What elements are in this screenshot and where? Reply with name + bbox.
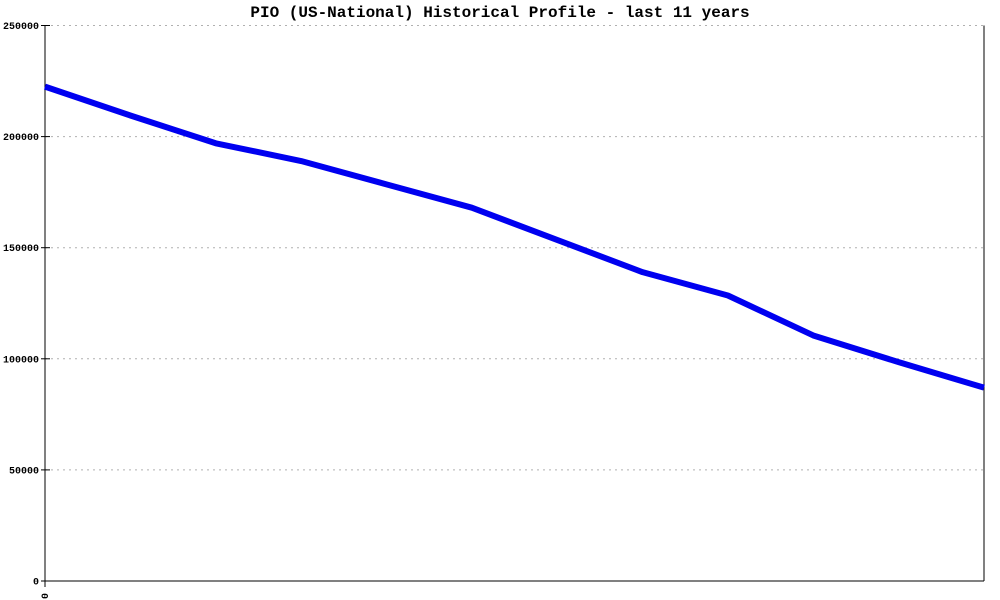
chart-title: PIO (US-National) Historical Profile - l…: [250, 4, 750, 22]
y-tick-label: 100000: [3, 355, 39, 366]
y-tick-label: 50000: [9, 466, 39, 477]
x-tick-label: 0: [41, 593, 52, 599]
y-tick-label: 200000: [3, 133, 39, 144]
y-tick-label: 150000: [3, 244, 39, 255]
series-line: [44, 83, 985, 391]
y-tick-label: 0: [33, 578, 39, 589]
y-tick-label: 250000: [3, 22, 39, 33]
